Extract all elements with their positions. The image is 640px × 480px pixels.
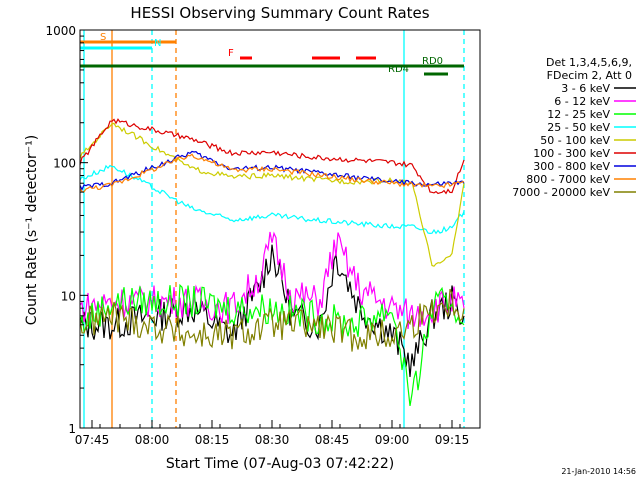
legend-label: 800 - 7000 keV: [526, 173, 610, 186]
x-tick-label: 08:15: [195, 433, 230, 447]
series-line: [79, 122, 465, 267]
plot-area: S N F RD0 RD4 1 10 100 1000 07:45 08:00 08:15 08:30 0…: [45, 24, 481, 447]
y-tick-label: 10: [61, 289, 76, 303]
series-line: [79, 288, 465, 352]
legend-label: 3 - 6 keV: [561, 82, 610, 95]
annotation-label: S: [100, 32, 106, 43]
footer-timestamp: 21-Jan-2010 14:56: [561, 467, 636, 476]
series-line: [79, 164, 465, 235]
legend-label: 25 - 50 keV: [547, 121, 610, 134]
annotation-label: N: [154, 38, 161, 49]
legend-label: 12 - 25 keV: [547, 108, 610, 121]
legend-label: 300 - 800 keV: [533, 160, 610, 173]
series-line: [79, 150, 465, 191]
annotation-label: F: [228, 48, 234, 59]
y-axis-label: Count Rate (s⁻¹ detector⁻¹): [24, 135, 40, 325]
annotation-label: RD0: [422, 56, 443, 67]
annotation-label: RD4: [388, 64, 409, 75]
legend: Det 1,3,4,5,6,9,FDecim 2, Att 03 - 6 keV…: [512, 56, 636, 199]
series-line: [79, 153, 465, 193]
y-tick-label: 1: [68, 422, 76, 436]
series-line: [79, 118, 465, 195]
chart-title: HESSI Observing Summary Count Rates: [130, 4, 429, 22]
y-tick-label: 1000: [45, 24, 76, 38]
axes-frame: [79, 29, 481, 429]
series-line: [79, 244, 465, 378]
y-tick-label: 100: [53, 157, 76, 171]
x-tick-label: 08:45: [315, 433, 350, 447]
legend-label: 100 - 300 keV: [533, 147, 610, 160]
x-tick-label: 09:00: [375, 433, 410, 447]
x-tick-label: 08:00: [135, 433, 170, 447]
x-tick-label: 09:15: [435, 433, 470, 447]
legend-header: FDecim 2, Att 0: [547, 69, 632, 82]
x-tick-label: 08:30: [255, 433, 290, 447]
legend-header: Det 1,3,4,5,6,9,: [546, 56, 632, 69]
legend-label: 6 - 12 keV: [554, 95, 610, 108]
legend-label: 50 - 100 keV: [540, 134, 610, 147]
legend-label: 7000 - 20000 keV: [512, 186, 610, 199]
x-axis-label: Start Time (07-Aug-03 07:42:22): [166, 456, 394, 472]
x-tick-label: 07:45: [75, 433, 110, 447]
